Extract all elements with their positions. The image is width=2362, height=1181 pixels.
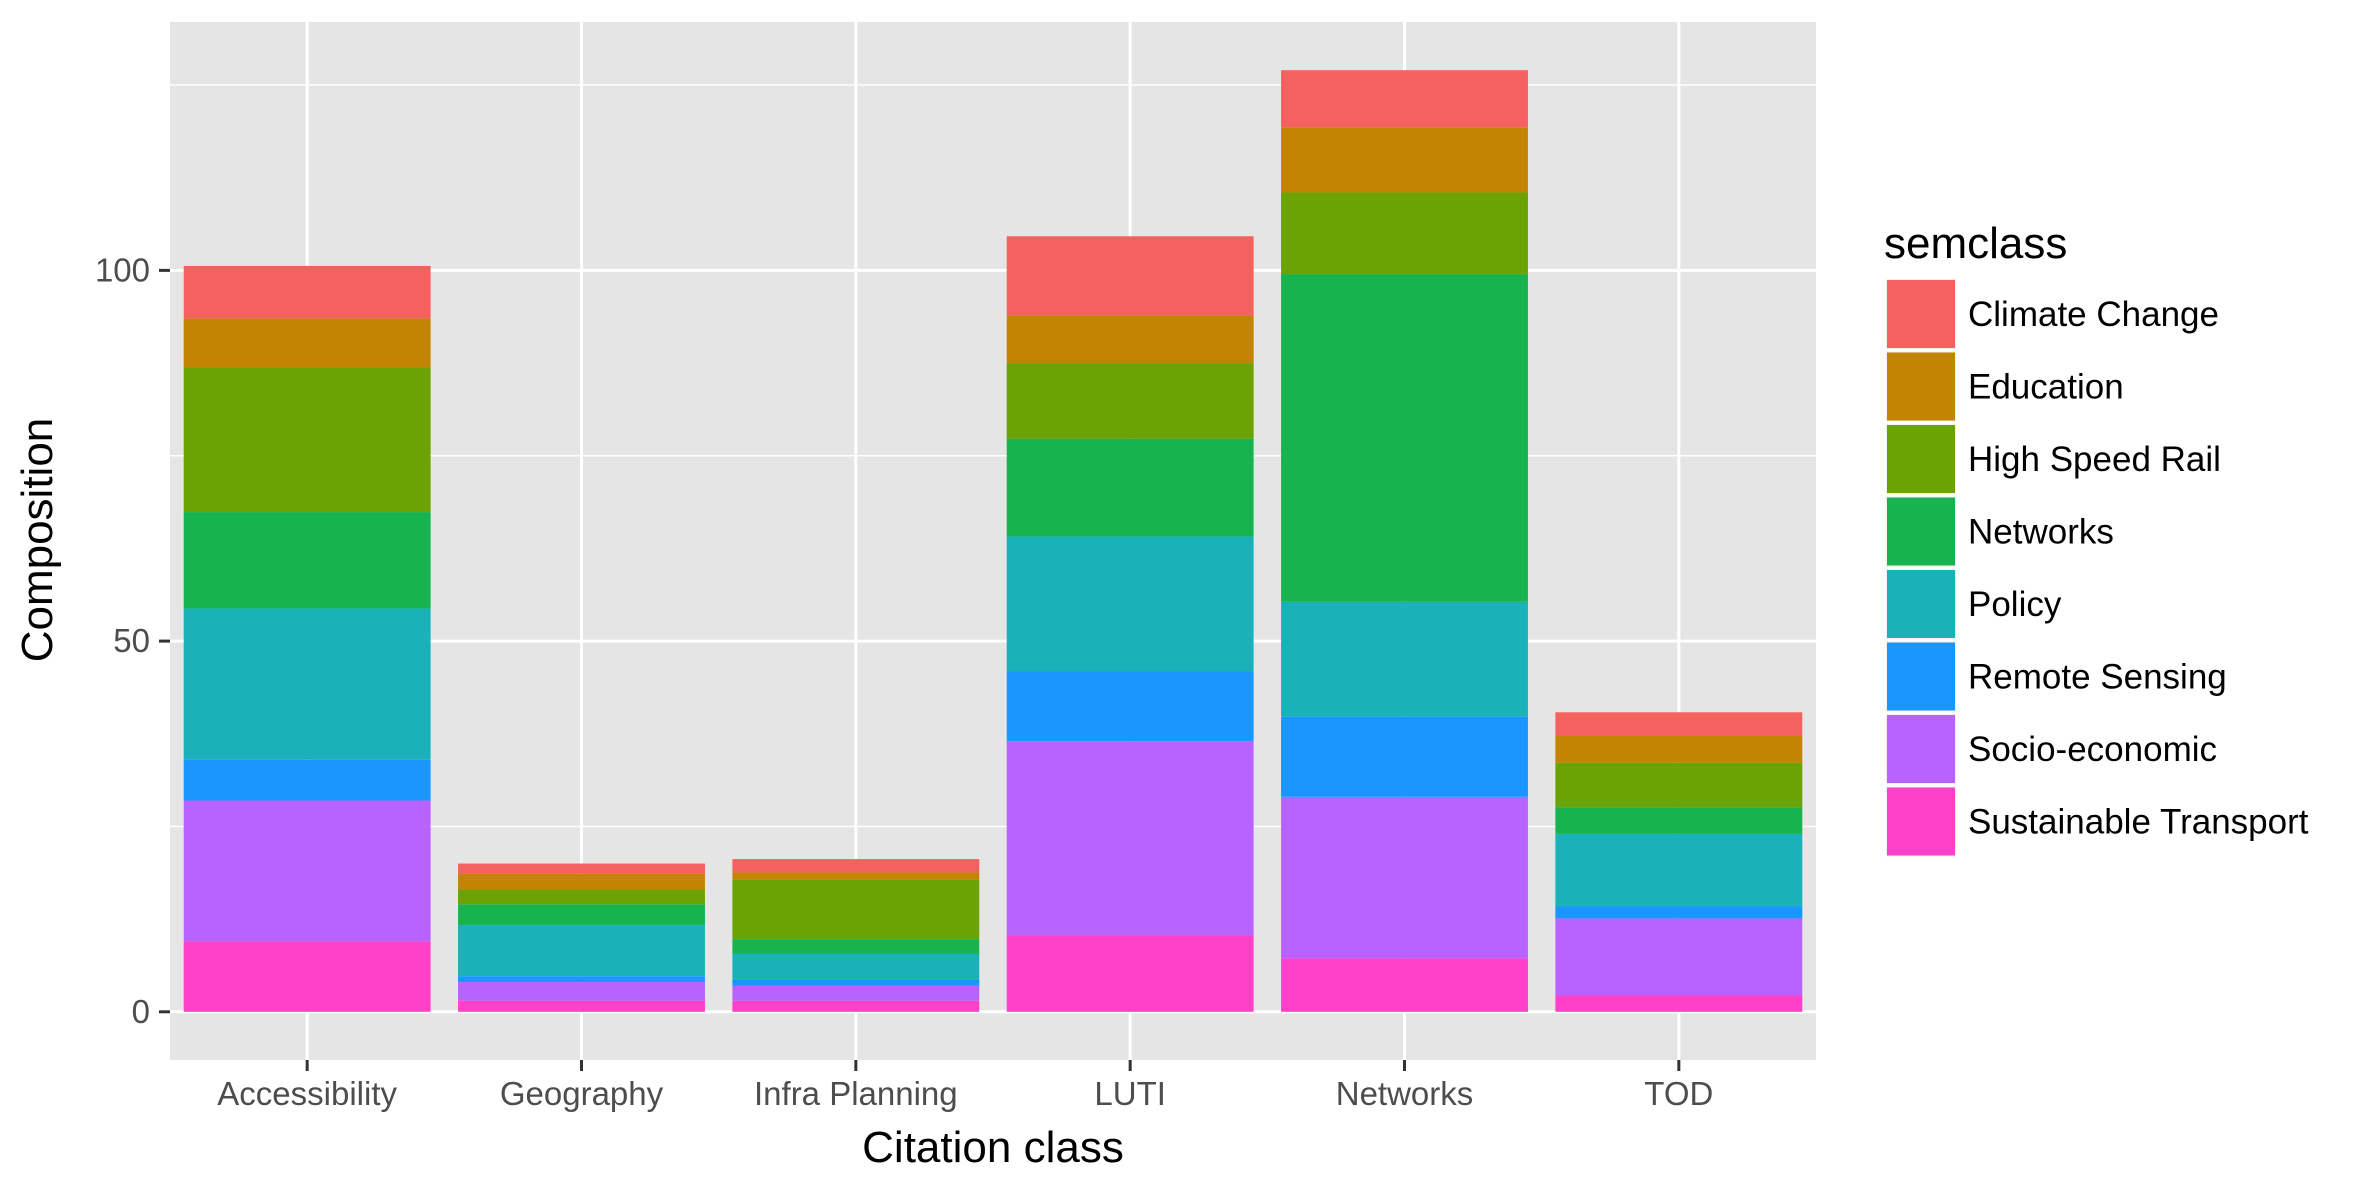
bar-segment-climate-change <box>1006 236 1254 316</box>
legend-title: semclass <box>1884 219 2067 268</box>
bar-segment-education <box>1006 315 1254 364</box>
legend-label: Climate Change <box>1968 295 2219 334</box>
x-axis-title: Citation class <box>862 1123 1124 1172</box>
y-axis-title: Composition <box>13 418 62 663</box>
bar-segment-networks <box>1281 274 1528 602</box>
bar-segment-sustainable-transport <box>1555 995 1803 1012</box>
bar-segment-networks <box>183 512 431 609</box>
bar-segment-high-speed-rail <box>458 889 705 905</box>
legend-swatch <box>1887 352 1955 421</box>
legend-label: Remote Sensing <box>1968 658 2227 697</box>
bar-segment-education <box>1281 127 1528 193</box>
bar-segment-education <box>183 318 431 368</box>
legend-label: Sustainable Transport <box>1968 803 2309 842</box>
x-tick-label: LUTI <box>1094 1075 1166 1112</box>
bar-segment-education <box>458 873 705 890</box>
legend-swatch <box>1887 497 1955 566</box>
bar-segment-policy <box>1006 536 1254 672</box>
legend-swatch <box>1887 425 1955 493</box>
legend-swatch <box>1887 787 1955 856</box>
bar-segment-policy <box>1555 833 1803 907</box>
legend-label: Networks <box>1968 513 2114 552</box>
bar-segment-policy <box>458 925 705 977</box>
bar-segment-socio-economic <box>183 800 431 942</box>
legend-label: Policy <box>1968 585 2062 624</box>
bar-segment-networks <box>1006 438 1254 537</box>
x-tick-label: Geography <box>500 1075 664 1112</box>
bar-segment-socio-economic <box>1006 741 1254 936</box>
bar-segment-education <box>1555 735 1803 763</box>
legend-swatch <box>1887 280 1955 348</box>
bar-segment-remote-sensing <box>458 976 705 983</box>
bar-segment-sustainable-transport <box>183 941 431 1012</box>
bar-segment-policy <box>183 608 431 760</box>
axes: 0 50 100 Accessibility Geography Infra Planni… <box>95 251 1713 1112</box>
bar-segment-high-speed-rail <box>732 879 980 940</box>
bar-segment-socio-economic <box>1281 796 1528 959</box>
bar-segment-networks <box>1555 807 1803 834</box>
legend-swatch <box>1887 715 1955 783</box>
legend-label: High Speed Rail <box>1968 440 2221 479</box>
y-tick-label: 50 <box>113 622 150 659</box>
plot-panel <box>170 22 1816 1060</box>
bar-segment-high-speed-rail <box>1555 762 1803 808</box>
bar-segment-sustainable-transport <box>458 1000 705 1012</box>
legend-swatch <box>1887 642 1955 711</box>
bar-segment-climate-change <box>183 265 431 319</box>
y-tick-label: 0 <box>132 993 150 1030</box>
bar-segment-socio-economic <box>458 982 705 1001</box>
bar-segment-climate-change <box>1555 712 1803 736</box>
bar-segment-climate-change <box>458 863 705 874</box>
bar-segment-socio-economic <box>732 985 980 1001</box>
bar-segment-remote-sensing <box>1006 671 1254 742</box>
legend-swatch <box>1887 570 1955 638</box>
bar-segment-networks <box>458 904 705 926</box>
bars <box>183 70 1803 1012</box>
legend-label: Education <box>1968 368 2124 407</box>
bar-segment-sustainable-transport <box>1006 935 1254 1012</box>
bar-segment-remote-sensing <box>732 979 980 986</box>
bar-segment-policy <box>732 953 980 980</box>
y-tick-label: 100 <box>95 251 150 288</box>
bar-segment-remote-sensing <box>1555 906 1803 919</box>
bar-segment-high-speed-rail <box>1281 192 1528 275</box>
bar-segment-high-speed-rail <box>1006 363 1254 439</box>
x-tick-label: TOD <box>1644 1075 1713 1112</box>
bar-segment-socio-economic <box>1555 918 1803 996</box>
legend: Climate Change Education High Speed Rail Ne… <box>1886 279 2309 857</box>
x-tick-label: Accessibility <box>217 1075 397 1112</box>
bar-segment-remote-sensing <box>1281 716 1528 797</box>
bar-segment-sustainable-transport <box>1281 958 1528 1012</box>
bar-segment-education <box>732 872 980 880</box>
bar-segment-high-speed-rail <box>183 367 431 513</box>
x-tick-label: Infra Planning <box>754 1075 958 1112</box>
legend-label: Socio-economic <box>1968 730 2217 769</box>
bar-segment-networks <box>732 939 980 954</box>
bar-segment-climate-change <box>1281 70 1528 128</box>
bar-segment-sustainable-transport <box>732 1000 980 1012</box>
x-tick-label: Networks <box>1336 1075 1474 1112</box>
bar-segment-policy <box>1281 601 1528 717</box>
bar-segment-climate-change <box>732 859 980 873</box>
bar-segment-remote-sensing <box>183 759 431 801</box>
